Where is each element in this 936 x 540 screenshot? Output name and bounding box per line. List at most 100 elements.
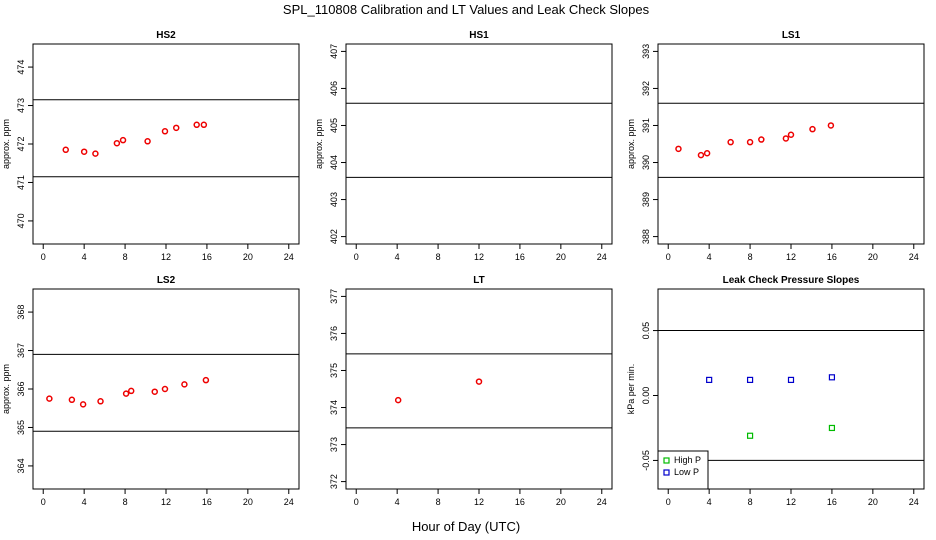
panel-title: HS2	[156, 30, 176, 41]
data-point-circle	[782, 135, 790, 142]
y-tick-label: 406	[329, 81, 339, 96]
data-point-square	[828, 374, 836, 381]
data-point-circle	[181, 381, 188, 388]
x-tick-label: 0	[41, 497, 46, 507]
data-point-circle	[758, 136, 765, 143]
legend-marker	[663, 457, 670, 464]
data-point-circle	[394, 396, 402, 404]
x-tick-label: 12	[474, 497, 484, 507]
data-point-circle	[200, 121, 208, 129]
data-point-circle	[79, 401, 87, 408]
y-tick-label: 392	[641, 81, 651, 96]
y-axis-label: approx. ppm	[626, 119, 636, 169]
x-tick-label: 4	[395, 252, 400, 262]
legend-label: Low P	[674, 467, 699, 477]
x-tick-label: 12	[161, 497, 171, 507]
x-tick-label: 0	[354, 497, 359, 507]
y-tick-label: 471	[16, 175, 26, 190]
x-tick-label: 16	[827, 497, 837, 507]
data-point-circle	[62, 146, 69, 154]
legend-marker	[663, 469, 670, 476]
x-tick-label: 12	[161, 252, 171, 262]
x-tick-label: 8	[123, 497, 128, 507]
x-tick-label: 16	[515, 252, 525, 262]
y-tick-label: 389	[641, 192, 651, 207]
y-tick-label: 473	[16, 98, 26, 113]
y-tick-label: 391	[641, 118, 651, 133]
data-point-circle	[68, 396, 76, 404]
x-axis-label: Hour of Day (UTC)	[412, 519, 520, 534]
figure-title: SPL_110808 Calibration and LT Values and…	[283, 2, 650, 17]
data-point-circle	[151, 388, 158, 395]
x-tick-label: 4	[82, 252, 87, 262]
x-tick-label: 16	[827, 252, 837, 262]
y-tick-label: 390	[641, 155, 651, 170]
x-tick-label: 4	[707, 497, 712, 507]
y-axis-label: approx. ppm	[1, 119, 11, 169]
data-point-square	[787, 376, 795, 384]
data-point-circle	[46, 395, 53, 402]
x-tick-label: 0	[666, 497, 671, 507]
x-tick-label: 8	[748, 497, 753, 507]
panel-title: HS1	[469, 30, 489, 41]
x-tick-label: 20	[868, 252, 878, 262]
data-point-circle	[80, 148, 88, 155]
y-tick-label: 376	[329, 326, 339, 341]
x-tick-label: 24	[909, 252, 919, 262]
y-tick-label: 470	[16, 213, 26, 228]
chart-panel-5: LT 0 4 8 12 16 20 24 372 373 374 375 376 377	[329, 275, 613, 507]
data-point-circle	[827, 122, 835, 129]
x-tick-label: 24	[597, 252, 607, 262]
data-point-circle	[172, 124, 180, 132]
x-tick-label: 20	[243, 497, 253, 507]
x-tick-label: 24	[597, 497, 607, 507]
y-tick-label: 374	[329, 400, 339, 415]
x-tick-label: 16	[515, 497, 525, 507]
x-tick-label: 8	[436, 252, 441, 262]
y-axis-label: approx. ppm	[1, 364, 11, 414]
panel-title: LS2	[157, 275, 176, 286]
y-tick-label: 404	[329, 155, 339, 170]
legend-label: High P	[674, 455, 701, 465]
x-tick-label: 16	[202, 252, 212, 262]
y-tick-label: 0.05	[641, 322, 651, 340]
plot-frame	[345, 288, 613, 490]
y-axis-label: kPa per min.	[626, 364, 636, 415]
x-tick-label: 0	[354, 252, 359, 262]
data-point-square	[706, 376, 713, 384]
plot-frame	[657, 43, 925, 245]
y-tick-label: 368	[16, 305, 26, 320]
legend: High P Low P	[657, 450, 709, 490]
data-point-circle	[119, 136, 127, 144]
y-tick-label: 474	[16, 60, 26, 75]
data-point-circle	[127, 387, 135, 395]
plot-frame	[345, 43, 613, 245]
data-point-circle	[193, 121, 200, 129]
panel-title: Leak Check Pressure Slopes	[723, 275, 860, 286]
data-point-square	[746, 376, 754, 384]
data-point-circle	[113, 139, 121, 147]
data-point-circle	[697, 151, 705, 159]
y-tick-label: 373	[329, 437, 339, 452]
data-point-circle	[122, 390, 130, 397]
x-tick-label: 4	[82, 497, 87, 507]
x-tick-label: 24	[909, 497, 919, 507]
x-tick-label: 8	[123, 252, 128, 262]
x-tick-label: 24	[284, 252, 294, 262]
x-tick-label: 4	[395, 497, 400, 507]
y-tick-label: 407	[329, 44, 339, 59]
x-tick-label: 12	[474, 252, 484, 262]
y-tick-label: -0.05	[641, 450, 651, 471]
y-tick-label: 403	[329, 192, 339, 207]
y-tick-label: 367	[16, 343, 26, 358]
data-point-circle	[202, 376, 210, 384]
chart-panel-1: HS2 approx. ppm 0 4 8 12 16 20 24 470 471 472 473 474	[1, 30, 300, 262]
data-point-circle	[746, 138, 754, 146]
y-tick-label: 375	[329, 363, 339, 378]
data-point-circle	[727, 138, 734, 146]
y-tick-label: 402	[329, 229, 339, 244]
data-point-circle	[161, 128, 169, 135]
x-tick-label: 12	[786, 497, 796, 507]
y-tick-label: 377	[329, 289, 339, 304]
